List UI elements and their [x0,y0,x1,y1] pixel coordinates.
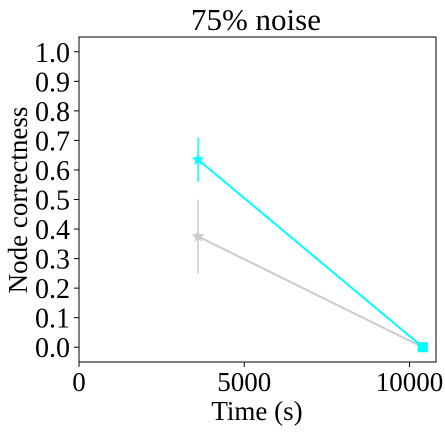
data-point-square [417,342,428,353]
x-tick-label: 10000 [376,367,444,397]
data-point-star [191,229,205,242]
chart-title: 75% noise [191,2,321,37]
series-group [191,199,428,353]
y-tick-label: 0.4 [35,215,70,246]
series-layer [191,137,428,353]
x-tick-label: 0 [72,367,86,397]
y-tick-label: 0.2 [35,274,70,305]
y-tick-label: 0.6 [35,156,70,187]
x-axis: 0 5000 10000 [72,362,443,397]
series-line [197,235,424,349]
y-tick-label: 0.0 [35,333,70,364]
y-tick-label: 0.8 [35,97,70,128]
y-tick-label: 0.9 [35,67,70,98]
x-axis-label: Time (s) [211,396,302,426]
y-tick-label: 1.0 [35,38,70,69]
y-tick-label: 0.1 [35,304,70,335]
x-tick-label: 5000 [217,367,271,397]
y-axis-label: Node correctness [3,107,33,294]
y-axis: 0.00.10.20.30.40.50.60.70.80.91.0 [35,38,79,364]
y-tick-label: 0.3 [35,245,70,276]
data-point-star [191,152,205,166]
series-line [197,158,424,348]
y-tick-label: 0.5 [35,186,70,217]
series-group [191,137,428,353]
y-tick-label: 0.7 [35,126,70,157]
